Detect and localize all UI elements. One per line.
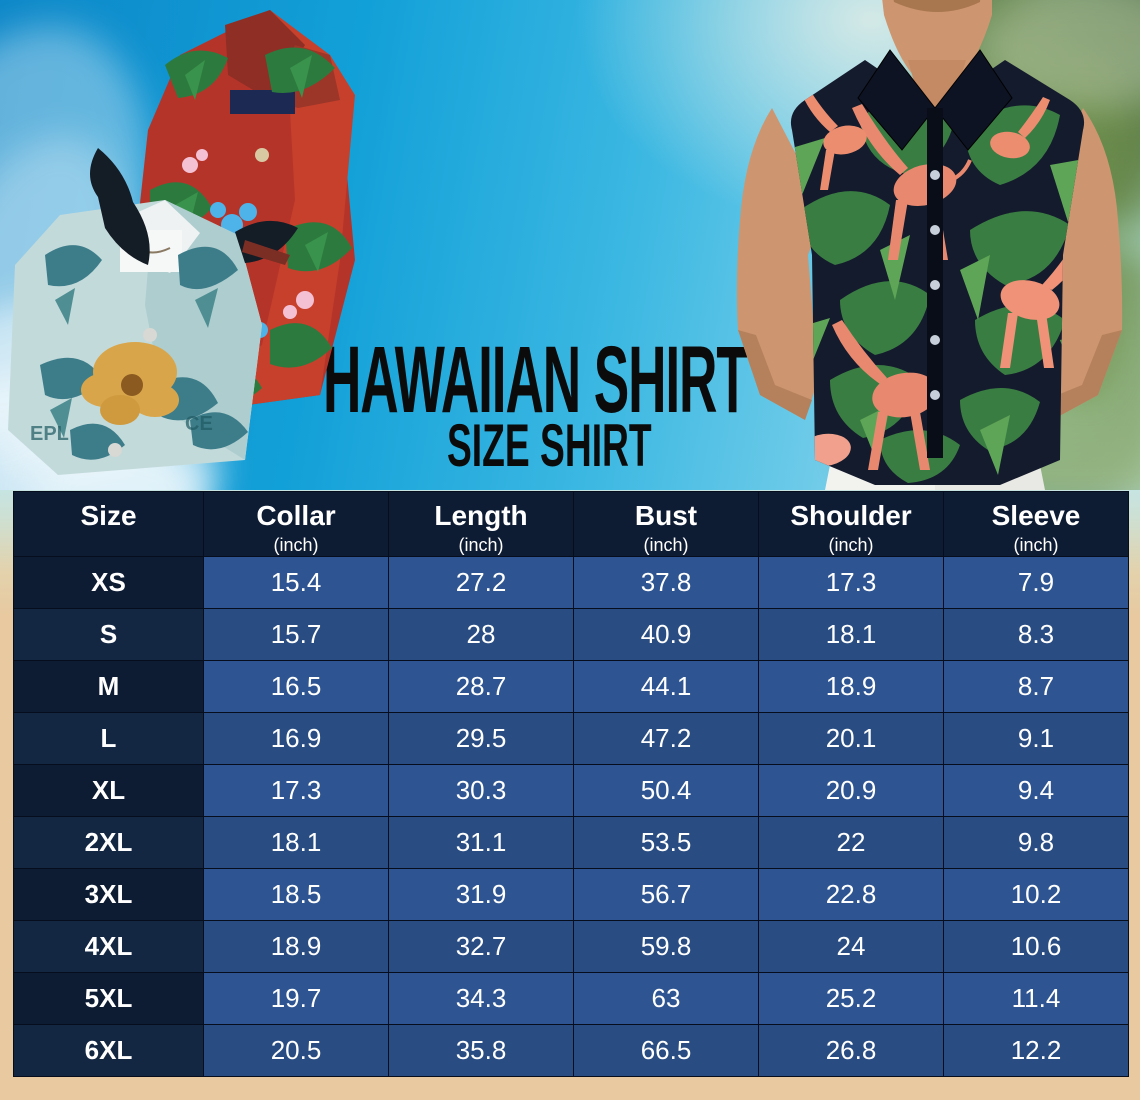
svg-text:CE: CE <box>185 413 213 435</box>
svg-text:EPL: EPL <box>30 423 69 445</box>
